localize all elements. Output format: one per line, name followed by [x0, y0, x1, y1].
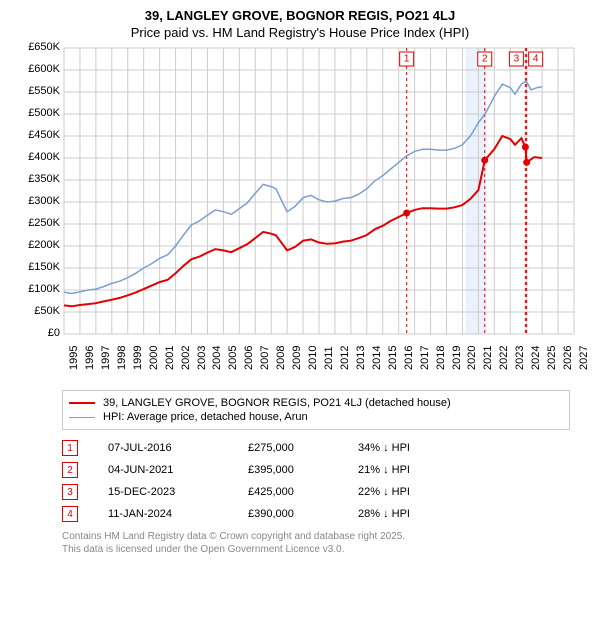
- transaction-delta: 21% ↓ HPI: [358, 464, 468, 476]
- transaction-marker: 3: [62, 484, 78, 500]
- x-tick-label: 2025: [546, 346, 558, 370]
- legend-item: 39, LANGLEY GROVE, BOGNOR REGIS, PO21 4L…: [69, 397, 563, 409]
- x-tick-label: 2011: [323, 346, 335, 370]
- y-tick-label: £500K: [20, 107, 60, 119]
- x-tick-label: 2023: [514, 346, 526, 370]
- legend-swatch: [69, 402, 95, 404]
- chart-title: 39, LANGLEY GROVE, BOGNOR REGIS, PO21 4L…: [10, 8, 590, 23]
- x-tick-label: 2024: [530, 346, 542, 370]
- legend-label: HPI: Average price, detached house, Arun: [103, 411, 308, 423]
- x-tick-label: 2000: [148, 346, 160, 370]
- transaction-delta: 28% ↓ HPI: [358, 508, 468, 520]
- x-tick-label: 2013: [355, 346, 367, 370]
- x-tick-label: 2004: [211, 346, 223, 370]
- legend: 39, LANGLEY GROVE, BOGNOR REGIS, PO21 4L…: [62, 390, 570, 430]
- chart-container: 39, LANGLEY GROVE, BOGNOR REGIS, PO21 4L…: [0, 0, 600, 564]
- chart-svg: 1 2 3 4: [20, 44, 580, 384]
- x-tick-label: 2008: [275, 346, 287, 370]
- transaction-marker: 1: [62, 440, 78, 456]
- x-tick-label: 2015: [387, 346, 399, 370]
- x-tick-label: 1998: [116, 346, 128, 370]
- x-tick-label: 2006: [243, 346, 255, 370]
- transaction-date: 04-JUN-2021: [108, 464, 248, 476]
- footer: Contains HM Land Registry data © Crown c…: [62, 530, 570, 556]
- transactions-table: 1 07-JUL-2016£275,00034% ↓ HPI 2 04-JUN-202…: [62, 440, 570, 522]
- x-tick-label: 1997: [100, 346, 112, 370]
- y-tick-label: £50K: [20, 305, 60, 317]
- x-tick-label: 2027: [578, 346, 590, 370]
- transaction-price: £395,000: [248, 464, 358, 476]
- y-tick-label: £550K: [20, 85, 60, 97]
- x-tick-label: 2017: [419, 346, 431, 370]
- footer-line1: Contains HM Land Registry data © Crown c…: [62, 530, 570, 543]
- x-tick-label: 2010: [307, 346, 319, 370]
- x-tick-label: 2005: [227, 346, 239, 370]
- transaction-delta: 22% ↓ HPI: [358, 486, 468, 498]
- transaction-row: 2 04-JUN-2021£395,00021% ↓ HPI: [62, 462, 570, 478]
- transaction-row: 4 11-JAN-2024£390,00028% ↓ HPI: [62, 506, 570, 522]
- y-tick-label: £600K: [20, 63, 60, 75]
- sale-marker: [523, 159, 530, 166]
- svg-text:4: 4: [533, 54, 539, 65]
- transaction-delta: 34% ↓ HPI: [358, 442, 468, 454]
- x-tick-label: 1995: [68, 346, 80, 370]
- y-tick-label: £400K: [20, 151, 60, 163]
- sale-marker: [481, 157, 488, 164]
- y-tick-label: £350K: [20, 173, 60, 185]
- transaction-price: £390,000: [248, 508, 358, 520]
- x-tick-label: 2018: [435, 346, 447, 370]
- svg-text:3: 3: [514, 54, 520, 65]
- x-tick-label: 2026: [562, 346, 574, 370]
- title-block: 39, LANGLEY GROVE, BOGNOR REGIS, PO21 4L…: [10, 8, 590, 40]
- transaction-marker: 2: [62, 462, 78, 478]
- transaction-date: 11-JAN-2024: [108, 508, 248, 520]
- y-tick-label: £150K: [20, 261, 60, 273]
- svg-text:2: 2: [482, 54, 488, 65]
- svg-text:1: 1: [404, 54, 410, 65]
- x-tick-label: 2009: [291, 346, 303, 370]
- y-tick-label: £250K: [20, 217, 60, 229]
- x-tick-label: 2021: [482, 346, 494, 370]
- x-tick-label: 2020: [466, 346, 478, 370]
- x-tick-label: 2022: [498, 346, 510, 370]
- x-tick-label: 2007: [259, 346, 271, 370]
- x-tick-label: 2019: [451, 346, 463, 370]
- sale-marker: [522, 144, 529, 151]
- transaction-date: 15-DEC-2023: [108, 486, 248, 498]
- x-tick-label: 2002: [180, 346, 192, 370]
- x-tick-label: 1996: [84, 346, 96, 370]
- transaction-marker: 4: [62, 506, 78, 522]
- sale-marker: [403, 210, 410, 217]
- y-tick-label: £0: [20, 327, 60, 339]
- transaction-row: 1 07-JUL-2016£275,00034% ↓ HPI: [62, 440, 570, 456]
- y-tick-label: £200K: [20, 239, 60, 251]
- legend-item: HPI: Average price, detached house, Arun: [69, 411, 563, 423]
- footer-line2: This data is licensed under the Open Gov…: [62, 543, 570, 556]
- transaction-price: £425,000: [248, 486, 358, 498]
- y-tick-label: £300K: [20, 195, 60, 207]
- chart-subtitle: Price paid vs. HM Land Registry's House …: [10, 25, 590, 40]
- y-tick-label: £100K: [20, 283, 60, 295]
- legend-label: 39, LANGLEY GROVE, BOGNOR REGIS, PO21 4L…: [103, 397, 451, 409]
- legend-swatch: [69, 417, 95, 418]
- x-axis-labels: 1995 1996 1997 1998 1999 2000 2001 2002 20032004…: [64, 338, 580, 388]
- y-tick-label: £450K: [20, 129, 60, 141]
- transaction-row: 3 15-DEC-2023£425,00022% ↓ HPI: [62, 484, 570, 500]
- x-tick-label: 2016: [403, 346, 415, 370]
- x-tick-label: 2003: [196, 346, 208, 370]
- chart-area: 1 2 3 4 £0 £50K £100K £150K £200K £250K £300K £350…: [20, 44, 580, 384]
- x-tick-label: 2014: [371, 346, 383, 370]
- x-tick-label: 2012: [339, 346, 351, 370]
- x-tick-label: 2001: [164, 346, 176, 370]
- y-tick-label: £650K: [20, 41, 60, 53]
- transaction-date: 07-JUL-2016: [108, 442, 248, 454]
- transaction-price: £275,000: [248, 442, 358, 454]
- x-tick-label: 1999: [132, 346, 144, 370]
